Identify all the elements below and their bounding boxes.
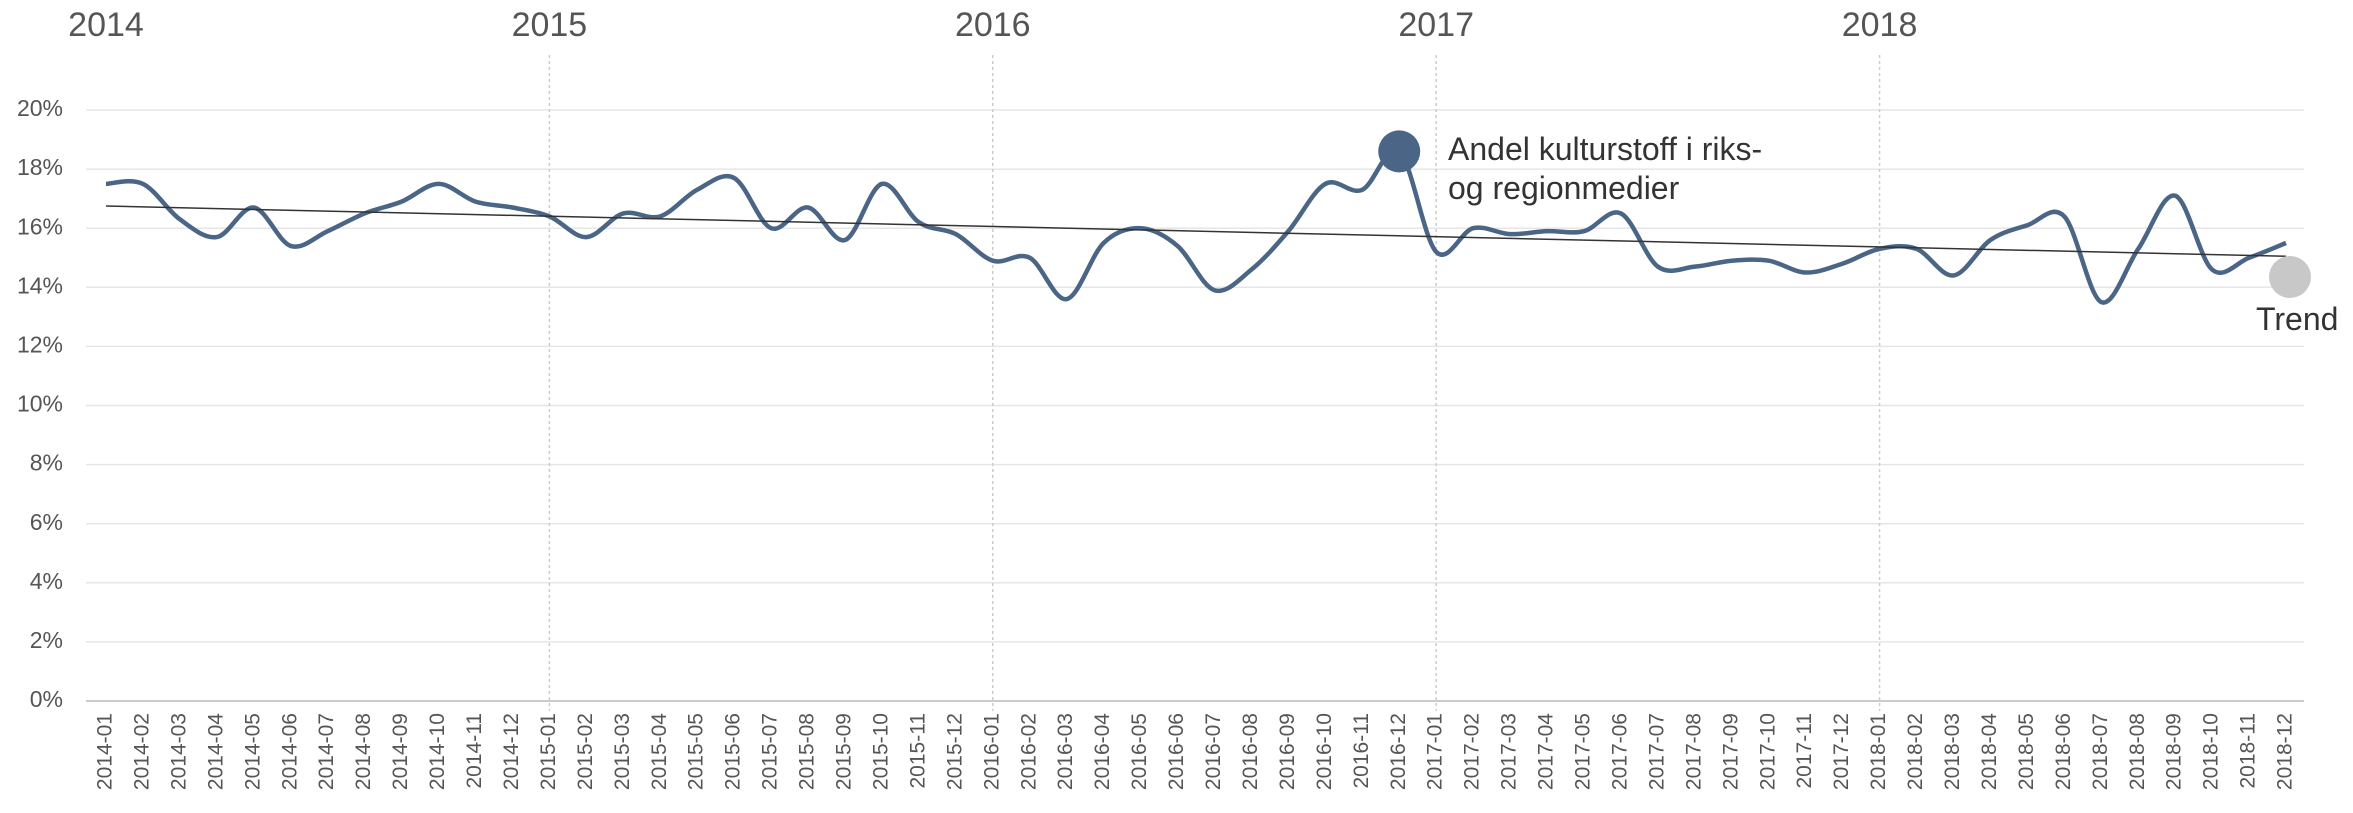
x-tick-label: 2018-07 xyxy=(2089,713,2112,790)
x-tick-label: 2017-11 xyxy=(1793,713,1816,789)
legend-marker xyxy=(1378,130,1421,173)
x-tick-label: 2018-05 xyxy=(2015,713,2038,790)
y-tick-label: 2% xyxy=(30,627,63,653)
x-tick-label: 2016-06 xyxy=(1165,713,1188,790)
x-tick-label: 2018-06 xyxy=(2052,713,2075,790)
year-label: 2018 xyxy=(1842,6,1918,44)
x-tick-label: 2015-04 xyxy=(648,713,671,790)
x-tick-label: 2016-01 xyxy=(980,713,1003,790)
x-tick-label: 2016-07 xyxy=(1202,713,1225,790)
x-tick-label: 2017-07 xyxy=(1645,713,1668,790)
x-tick-label: 2018-02 xyxy=(1904,713,1927,790)
x-tick-label: 2014-05 xyxy=(241,713,264,790)
trend-line xyxy=(105,205,2287,258)
x-tick-label: 2015-09 xyxy=(833,713,856,790)
x-tick-label: 2014-03 xyxy=(167,713,190,790)
x-tick-label: 2017-08 xyxy=(1682,713,1705,790)
series-line xyxy=(105,147,2287,305)
x-tick-label: 2017-01 xyxy=(1424,713,1447,790)
x-tick-label: 2018-03 xyxy=(1941,713,1964,790)
x-tick-label: 2017-10 xyxy=(1756,713,1779,790)
x-tick-label: 2014-01 xyxy=(94,713,117,790)
x-tick-label: 2017-06 xyxy=(1608,713,1631,790)
x-tick-label: 2015-07 xyxy=(759,713,782,790)
y-tick-label: 6% xyxy=(30,509,63,535)
x-tick-label: 2015-06 xyxy=(722,713,745,790)
x-tick-label: 2018-09 xyxy=(2163,713,2186,790)
x-tick-label: 2017-02 xyxy=(1461,713,1484,790)
year-label: 2014 xyxy=(68,6,144,44)
x-tick-label: 2015-05 xyxy=(685,713,708,790)
x-tick-label: 2017-09 xyxy=(1719,713,1742,790)
y-tick-label: 8% xyxy=(30,450,63,476)
y-tick-label: 12% xyxy=(17,331,63,357)
x-tick-label: 2016-12 xyxy=(1387,713,1410,790)
x-tick-label: 2014-09 xyxy=(389,713,412,790)
x-tick-label: 2014-02 xyxy=(130,713,153,790)
x-tick-label: 2018-04 xyxy=(1978,713,2001,790)
x-tick-label: 2018-10 xyxy=(2200,713,2223,790)
x-tick-label: 2017-03 xyxy=(1498,713,1521,790)
x-tick-label: 2015-02 xyxy=(574,713,597,790)
y-tick-label: 18% xyxy=(17,154,63,180)
x-tick-label: 2014-12 xyxy=(500,713,523,790)
series-label: Andel kulturstoff i riks- og regionmedie… xyxy=(1448,131,1763,206)
x-tick-label: 2016-05 xyxy=(1128,713,1151,790)
x-tick-label: 2018-11 xyxy=(2237,713,2260,789)
trend-label: Trend xyxy=(2256,301,2339,337)
x-tick-label: 2016-09 xyxy=(1276,713,1299,790)
x-tick-label: 2017-04 xyxy=(1535,713,1558,790)
x-tick-label: 2014-10 xyxy=(426,713,449,790)
x-tick-label: 2016-02 xyxy=(1017,713,1040,790)
x-tick-label: 2016-03 xyxy=(1054,713,1077,790)
year-label: 2017 xyxy=(1398,6,1474,44)
year-label: 2016 xyxy=(955,6,1031,44)
x-tick-label: 2015-11 xyxy=(906,713,929,789)
x-tick-label: 2016-08 xyxy=(1239,713,1262,790)
x-tick-label: 2018-12 xyxy=(2274,713,2297,790)
trend-marker xyxy=(2269,256,2311,298)
x-tick-label: 2014-08 xyxy=(352,713,375,790)
x-tick-label: 2016-04 xyxy=(1091,713,1114,790)
x-tick-label: 2017-05 xyxy=(1572,713,1595,790)
x-tick-label: 2016-11 xyxy=(1350,713,1373,789)
x-tick-label: 2014-04 xyxy=(204,713,227,790)
y-tick-label: 14% xyxy=(17,272,63,298)
x-tick-label: 2015-01 xyxy=(537,713,560,790)
y-tick-label: 4% xyxy=(30,568,63,594)
x-tick-label: 2016-10 xyxy=(1313,713,1336,790)
y-tick-label: 0% xyxy=(30,686,63,712)
x-tick-label: 2014-11 xyxy=(463,713,486,789)
x-tick-label: 2017-12 xyxy=(1830,713,1853,790)
x-tick-label: 2014-07 xyxy=(315,713,338,790)
x-tick-label: 2015-03 xyxy=(611,713,634,790)
x-tick-label: 2015-08 xyxy=(796,713,819,790)
y-tick-label: 16% xyxy=(17,213,63,239)
x-tick-label: 2018-01 xyxy=(1867,713,1890,790)
x-tick-label: 2018-08 xyxy=(2126,713,2149,790)
x-tick-label: 2015-12 xyxy=(943,713,966,790)
x-tick-label: 2014-06 xyxy=(278,713,301,790)
year-label: 2015 xyxy=(512,6,588,44)
x-tick-label: 2015-10 xyxy=(869,713,892,790)
y-tick-label: 20% xyxy=(17,95,63,121)
y-tick-label: 10% xyxy=(17,391,63,417)
